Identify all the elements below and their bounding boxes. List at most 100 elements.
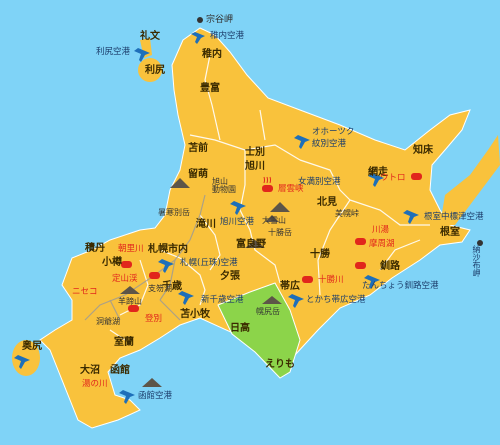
label-kushiro: 釧路 (380, 261, 400, 272)
label-sapporo: 札幌市内 (148, 244, 188, 255)
region-borders (109, 54, 430, 341)
label-shiretoko: 知床 (413, 145, 433, 156)
label-asahikawa-airport[interactable]: 旭川空港 (220, 217, 255, 227)
label-zoo: 旭山 動物園 (212, 177, 236, 194)
label-okadama-airport[interactable]: 札幌(丘珠)空港 (180, 258, 238, 268)
label-takikawa: 滝川 (196, 219, 216, 230)
label-shokanbetsu: 暑寒別岳 (158, 208, 190, 217)
airplane-icon (368, 173, 384, 187)
airplane-icon (134, 48, 150, 62)
label-wakkanai-airport[interactable]: 稚内空港 (210, 31, 245, 41)
label-tomakomai: 苫小牧 (180, 309, 210, 320)
label-otaru: 小樽 (102, 257, 122, 268)
label-yunokawa: 湯の川 (82, 379, 108, 389)
label-toya: 洞爺湖 (96, 317, 120, 326)
label-bihoro: 美幌峠 (335, 209, 359, 218)
label-shikotsu: 支笏湖 (148, 284, 172, 293)
mountain-icon (142, 378, 162, 387)
airplane-icon (191, 32, 205, 44)
airplane-icon (14, 355, 30, 369)
onsen-icon (411, 173, 422, 180)
label-toyotomi: 豊富 (200, 83, 220, 94)
label-jozankei: 定山渓 (112, 274, 138, 284)
label-memanbetsu-airport[interactable]: 女満別空港 (298, 177, 341, 187)
mountain-icon (120, 286, 140, 294)
onsen-icon (128, 305, 139, 312)
cape-dot (477, 240, 483, 246)
label-okhotsk-airport-2[interactable]: 紋別空港 (312, 139, 347, 149)
label-shibetsu: 士別 (245, 147, 265, 158)
label-kitami: 北見 (317, 197, 337, 208)
label-furano: 富良野 (236, 239, 266, 250)
label-rishiri: 利尻 (145, 65, 165, 76)
label-shakotan: 積丹 (85, 243, 105, 254)
label-muroran: 室蘭 (114, 337, 134, 348)
label-sounkyo: 層雲峡 (278, 184, 304, 194)
onsen-icon (355, 262, 366, 269)
label-horoshiridake: 幌尻岳 (256, 307, 280, 316)
onsen-icon (302, 276, 313, 283)
onsen-icon (262, 176, 273, 192)
mountain-icons (120, 178, 290, 387)
label-okushiri: 奥尻 (22, 341, 42, 352)
label-nemuro-airport[interactable]: 根室中標津空港 (424, 212, 484, 222)
airplane-icon (288, 294, 304, 308)
airplane-icon (230, 201, 246, 215)
mountain-icon (265, 215, 279, 222)
label-nemuro: 根室 (440, 227, 460, 238)
label-rebun: 礼文 (140, 31, 160, 42)
label-tomamae: 苫前 (188, 143, 208, 154)
label-hidaka: 日高 (230, 323, 250, 334)
onsen-icons (121, 173, 422, 312)
label-niseko: ニセコ (72, 287, 98, 297)
label-utoro: ウトロ (380, 173, 406, 183)
onsen-icon (149, 272, 160, 279)
label-rishiri-airport[interactable]: 利尻空港 (96, 47, 131, 57)
label-obihiro: 帯広 (280, 281, 300, 292)
cape-dot (197, 17, 203, 23)
mountain-icon (245, 240, 265, 248)
mountain-icon (262, 296, 282, 304)
label-hakodate-airport[interactable]: 函館空港 (138, 391, 173, 401)
northern-islands (440, 135, 500, 225)
mountain-icon (270, 202, 290, 212)
airplane-icon (294, 135, 310, 149)
label-tokachi: 十勝 (310, 249, 330, 260)
label-noboribetsu: 登別 (145, 314, 163, 324)
onsen-icon (355, 238, 366, 245)
label-yoteizan: 羊蹄山 (118, 297, 142, 306)
label-tancho-airport[interactable]: たんちょう釧路空港 (362, 281, 439, 291)
airplane-icon (403, 210, 419, 224)
onsen-icon (121, 261, 132, 268)
label-hakodate: 函館 (110, 365, 130, 376)
label-abashiri: 網走 (368, 167, 388, 178)
mountain-icon (170, 178, 190, 188)
airplane-icon (119, 390, 135, 404)
label-daisetsu: 大雪山 (262, 216, 286, 225)
airplane-icon (158, 259, 174, 273)
label-asahikawa: 旭川 (245, 161, 265, 172)
label-mashu: 摩周湖 (369, 239, 395, 249)
hidaka-region (217, 282, 301, 379)
label-tokachigawa: 十勝川 (318, 275, 344, 285)
label-new-chitose-airport[interactable]: 新千歳空港 (201, 295, 244, 305)
airplane-icon (364, 275, 380, 289)
rishiri-island (138, 58, 162, 82)
label-onuma: 大沼 (80, 365, 100, 376)
label-tokachi-obihiro-airport[interactable]: とかち帯広空港 (306, 295, 366, 305)
label-rumoi: 留萌 (188, 169, 208, 180)
label-northern-islands: 納沙布岬 (472, 245, 481, 277)
airport-icons (14, 32, 419, 404)
label-asarigawa: 朝里川 (118, 244, 144, 254)
hokkaido-landmass (39, 27, 471, 429)
airplane-icon (178, 291, 194, 305)
label-yubari: 夕張 (220, 271, 240, 282)
label-okhotsk-airport-1[interactable]: オホーツク (312, 127, 355, 137)
label-soya: 宗谷岬 (206, 15, 234, 25)
label-tokachidake: 十勝岳 (268, 228, 292, 237)
label-erimo: えりも (265, 359, 295, 370)
label-wakkanai: 稚内 (202, 49, 222, 60)
label-chitose: 千歳 (162, 281, 182, 292)
